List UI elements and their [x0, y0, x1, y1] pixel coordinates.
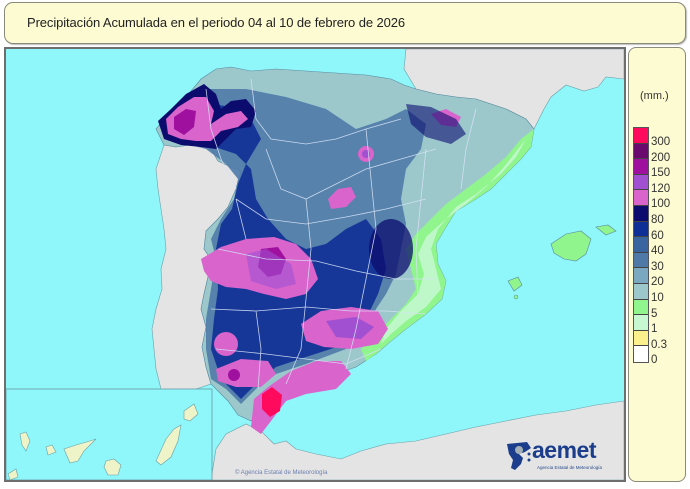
legend-label: 0 [651, 354, 658, 367]
legend-swatch [634, 346, 648, 362]
legend-swatch [634, 330, 648, 347]
precipitation-map [4, 47, 626, 482]
legend-swatch [634, 190, 648, 206]
legend-label: 300 [651, 136, 671, 148]
aemet-logo-subtitle: Agencia Estatal de Meteorología [537, 465, 603, 470]
legend-label: 1 [651, 323, 658, 336]
legend-swatch [634, 315, 648, 331]
map-title: Precipitación Acumulada en el periodo 04… [27, 15, 405, 30]
copyright-notice: © Agencia Estatal de Meteorología [235, 470, 328, 476]
legend-label: 120 [651, 182, 671, 195]
legend-label: 5 [651, 307, 658, 320]
aemet-logo-icon [507, 442, 531, 470]
legend-label: 10 [651, 292, 664, 304]
legend-swatch [634, 159, 648, 175]
map-graphic [6, 49, 624, 480]
legend-label: 40 [651, 245, 664, 258]
zone-80-cuenca [369, 219, 413, 279]
legend-label: 200 [651, 151, 671, 164]
legend-color-scale [633, 127, 649, 363]
legend-label: 0.3 [651, 338, 667, 351]
legend-swatch [634, 143, 648, 160]
legend-unit: (mm.) [640, 90, 669, 102]
sevilla-core [228, 369, 240, 381]
aemet-logo-text: aemet [532, 437, 596, 463]
legend-swatch [634, 268, 648, 284]
legend-label: 20 [651, 276, 664, 289]
east-coast-pale [381, 139, 526, 344]
legend-swatch [634, 237, 648, 253]
legend-panel: (mm.) 300 200 150 120 100 80 60 40 30 20 10 5 1 0.3 0 [628, 47, 686, 482]
legend-swatch [634, 299, 648, 316]
basque-80 [406, 104, 466, 144]
huelva-blob [214, 332, 238, 356]
title-panel: Precipitación Acumulada en el periodo 04… [4, 2, 686, 44]
legend-label: 60 [651, 229, 664, 242]
legend-swatch [634, 252, 648, 269]
malaga-band [251, 361, 351, 434]
province-borders [205, 78, 477, 390]
legend-label: 150 [651, 167, 671, 180]
canary-islands [7, 403, 199, 480]
legend-label: 30 [651, 260, 664, 273]
legend-swatch [634, 283, 648, 300]
malaga-hotspot [262, 387, 282, 417]
legend-swatch [634, 174, 648, 191]
andalusia-band-core [326, 317, 374, 339]
legend-label: 100 [651, 198, 671, 211]
legend-swatch [634, 128, 648, 144]
ibiza [507, 276, 523, 292]
formentera [513, 294, 519, 300]
guadalajara-blob [328, 187, 356, 209]
legend-swatch [634, 221, 648, 238]
east-coast-green [361, 129, 534, 361]
extremadura-150 [246, 249, 296, 289]
menorca [595, 224, 617, 236]
mallorca [550, 230, 592, 262]
legend-swatch [634, 205, 648, 222]
galicia-150 [174, 109, 196, 135]
legend-label: 80 [651, 214, 664, 226]
